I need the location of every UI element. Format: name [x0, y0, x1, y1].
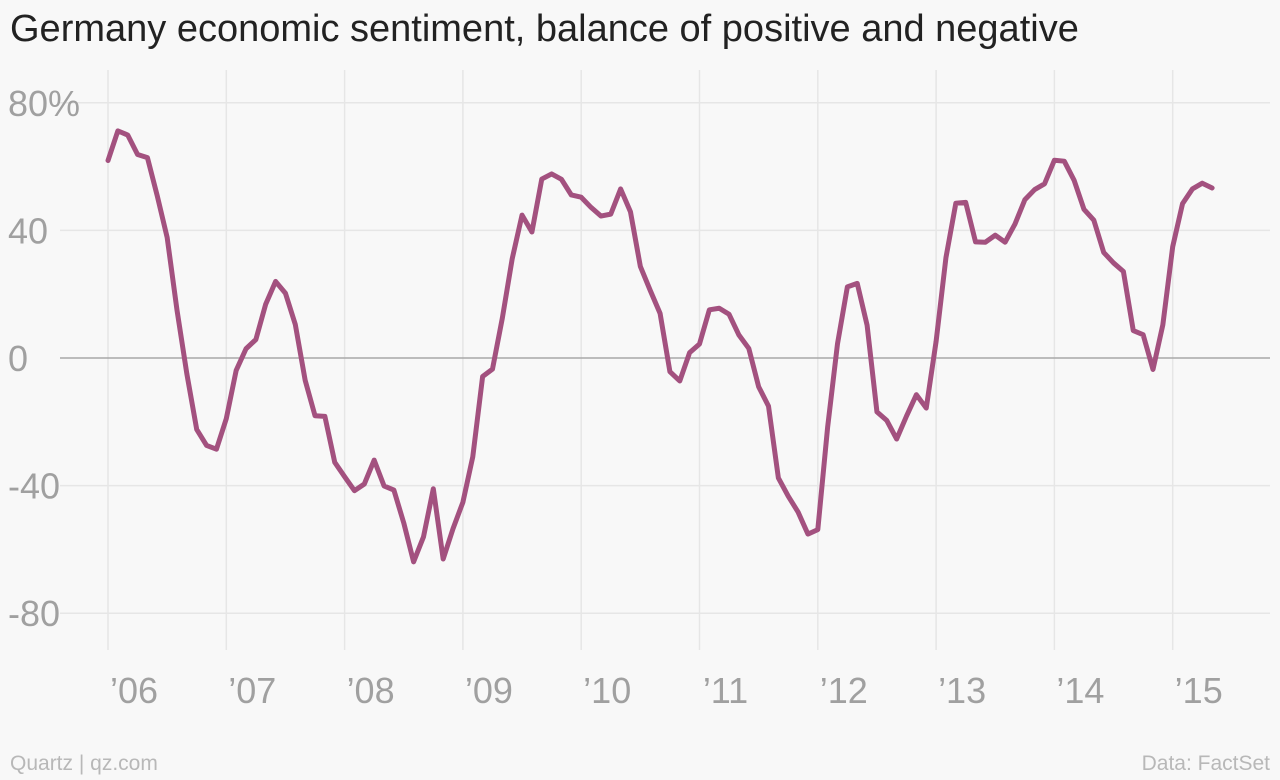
series-line-0: [105, 128, 1215, 565]
footer-source-left: Quartz | qz.com: [10, 752, 158, 775]
x-tick-label: ’15: [1175, 670, 1223, 711]
vertical-gridlines: [107, 70, 1174, 650]
x-tick-label: ’07: [228, 670, 276, 711]
horizontal-gridlines: [60, 102, 1270, 614]
x-tick-label: ’13: [938, 670, 986, 711]
x-tick-label: ’14: [1056, 670, 1104, 711]
y-tick-label: 0: [8, 338, 28, 379]
x-tick-label: ’08: [347, 670, 395, 711]
x-axis-labels: ’06 ’07 ’08 ’09 ’10 ’11 ’12 ’13 ’14 ’15: [110, 670, 1223, 711]
footer-source-right: Data: FactSet: [1141, 752, 1270, 775]
y-tick-label: 80%: [8, 83, 80, 124]
series-group: [105, 128, 1215, 565]
y-axis-labels: 80% 40 0 -40 -80: [8, 83, 80, 634]
x-tick-label: ’09: [465, 670, 513, 711]
x-tick-label: ’11: [703, 670, 748, 711]
y-tick-label: -40: [8, 466, 60, 507]
x-tick-label: ’06: [110, 670, 158, 711]
chart-title: Germany economic sentiment, balance of p…: [10, 8, 1079, 50]
y-tick-label: 40: [8, 210, 48, 251]
y-tick-label: -80: [8, 593, 60, 634]
x-tick-label: ’10: [583, 670, 631, 711]
x-tick-label: ’12: [820, 670, 868, 711]
